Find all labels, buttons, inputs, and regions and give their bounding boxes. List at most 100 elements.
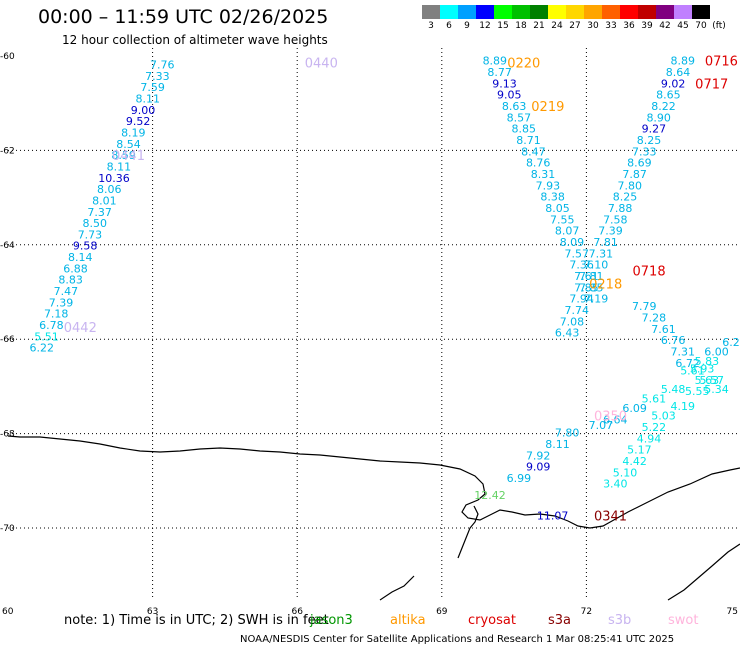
wave-height-value: 7.93 (536, 179, 561, 192)
lon-tick-label: 75 (727, 607, 738, 617)
mission-label: cryosat (468, 613, 516, 628)
legend-label: 33 (605, 21, 617, 31)
wave-height-value: 8.06 (97, 183, 122, 196)
pass-time-labels: 0440 0441 0442 0220 0219 0218 0716 0717 0718 0350… (64, 55, 738, 525)
legend-swatch (548, 5, 566, 19)
pass-time-label: 0218 (589, 278, 622, 293)
wave-height-value: 5.83 (695, 355, 720, 368)
wave-height-value: 7.81 (593, 236, 618, 249)
wave-height-value: 8.25 (637, 134, 662, 147)
legend-swatch (656, 5, 674, 19)
legend-label: 24 (551, 21, 563, 31)
wave-height-value: 6.72 (675, 357, 700, 370)
coastline-inlet (457, 505, 479, 559)
legend-label: 15 (497, 21, 509, 31)
coastline-lower-left (379, 575, 415, 601)
pass-time-label: 0718 (633, 264, 666, 279)
wave-height-value: 6.64 (603, 413, 628, 426)
wave-height-value: 7.81 (579, 270, 604, 283)
wave-height-value: 6.00 (704, 345, 729, 358)
wave-height-values: 7.767.337.598.119.009.528.198.548.598.11… (29, 55, 739, 523)
wave-height-value: 8.71 (516, 134, 541, 147)
wave-height-value: 6.99 (507, 472, 532, 485)
mission-label: jason3 (310, 613, 353, 628)
wave-height-value: 7.80 (618, 179, 643, 192)
wave-height-value: 8.50 (83, 217, 108, 230)
legend-swatch (674, 5, 692, 19)
wave-height-value: 8.59 (111, 149, 136, 162)
wave-height-value: 8.01 (92, 194, 117, 207)
graticule (8, 48, 740, 600)
legend-unit: (ft) (712, 21, 726, 31)
lat-tick-label: -60 (0, 52, 15, 62)
wave-height-value: 7.88 (608, 202, 633, 215)
legend-swatch (692, 5, 710, 19)
wave-height-value: 8.65 (656, 89, 681, 102)
legend-swatch (602, 5, 620, 19)
wave-height-value: 8.05 (545, 202, 570, 215)
pass-time-label: 0442 (64, 321, 97, 336)
wave-height-value: 8.47 (521, 145, 546, 158)
legend-swatch (422, 5, 440, 19)
wave-height-value: 6.78 (39, 319, 64, 332)
wave-height-value: 7.28 (642, 311, 667, 324)
wave-height-value: 8.11 (545, 438, 570, 451)
wave-height-value: 8.90 (646, 111, 671, 124)
wave-height-value: 7.39 (49, 296, 74, 309)
wave-height-value: 7.61 (651, 323, 676, 336)
pass-time-label: 0441 (112, 149, 145, 164)
wave-height-value: 8.89 (671, 55, 696, 68)
wave-height-value: 7.36 (569, 259, 594, 272)
wave-height-value: 5.48 (661, 383, 686, 396)
wave-height-value: 7.80 (555, 427, 580, 440)
legend-swatch (566, 5, 584, 19)
legend-swatches (422, 5, 728, 19)
wave-height-value: 6.88 (63, 262, 88, 275)
wave-height-value: 7.18 (44, 308, 69, 321)
wave-height-value: 5.55 (685, 385, 710, 398)
wave-height-value: 5.34 (704, 383, 729, 396)
wave-height-value: 7.37 (87, 206, 112, 219)
wave-height-value: 7.47 (54, 285, 79, 298)
wave-height-value: 4.19 (671, 400, 696, 413)
wave-height-value: 5.61 (680, 364, 705, 377)
wave-height-value: 8.25 (613, 191, 638, 204)
wave-height-value: 5.51 (34, 330, 59, 343)
wave-height-value: 5.63 (695, 374, 720, 387)
wave-height-value: 7.59 (140, 81, 165, 94)
wave-height-value: 9.00 (131, 104, 156, 117)
mission-label: altika (390, 613, 426, 628)
legend-swatch (440, 5, 458, 19)
wave-height-value: 7.57 (565, 247, 590, 260)
wave-height-value: 9.58 (73, 240, 98, 253)
pass-time-label: 0350 (594, 410, 627, 425)
lon-tick-label: 60 (2, 607, 14, 617)
wave-height-value: 8.19 (121, 126, 146, 139)
legend-label: 18 (515, 21, 527, 31)
legend-swatch (476, 5, 494, 19)
lat-tick-label: -66 (0, 335, 15, 345)
wave-height-value: 7.85 (579, 281, 604, 294)
legend-label: 6 (446, 21, 452, 31)
legend-label: 42 (659, 21, 671, 31)
lat-tick-label: -62 (0, 146, 15, 156)
legend-label: 45 (677, 21, 689, 31)
wave-height-value: 7.31 (671, 345, 696, 358)
mission-label: s3a (548, 613, 572, 628)
lon-tick-label: 63 (147, 607, 158, 617)
legend-swatch (584, 5, 602, 19)
wave-height-value: 8.63 (502, 100, 527, 113)
legend-swatch (638, 5, 656, 19)
wave-height-value: 7.58 (603, 213, 628, 226)
wave-height-value: 10.36 (98, 172, 130, 185)
wave-height-value: 9.09 (526, 461, 551, 474)
footer-credit: NOAA/NESDIS Center for Satellite Applica… (240, 634, 675, 645)
wave-height-value: 5.57 (699, 374, 724, 387)
wave-height-value: 8.07 (555, 225, 580, 238)
wave-height-value: 4.94 (637, 432, 662, 445)
wave-height-value: 12.42 (474, 489, 506, 502)
wave-height-value: 8.64 (666, 66, 691, 79)
page-subtitle: 12 hour collection of altimeter wave hei… (62, 33, 328, 47)
wave-height-value: 9.05 (497, 89, 522, 102)
